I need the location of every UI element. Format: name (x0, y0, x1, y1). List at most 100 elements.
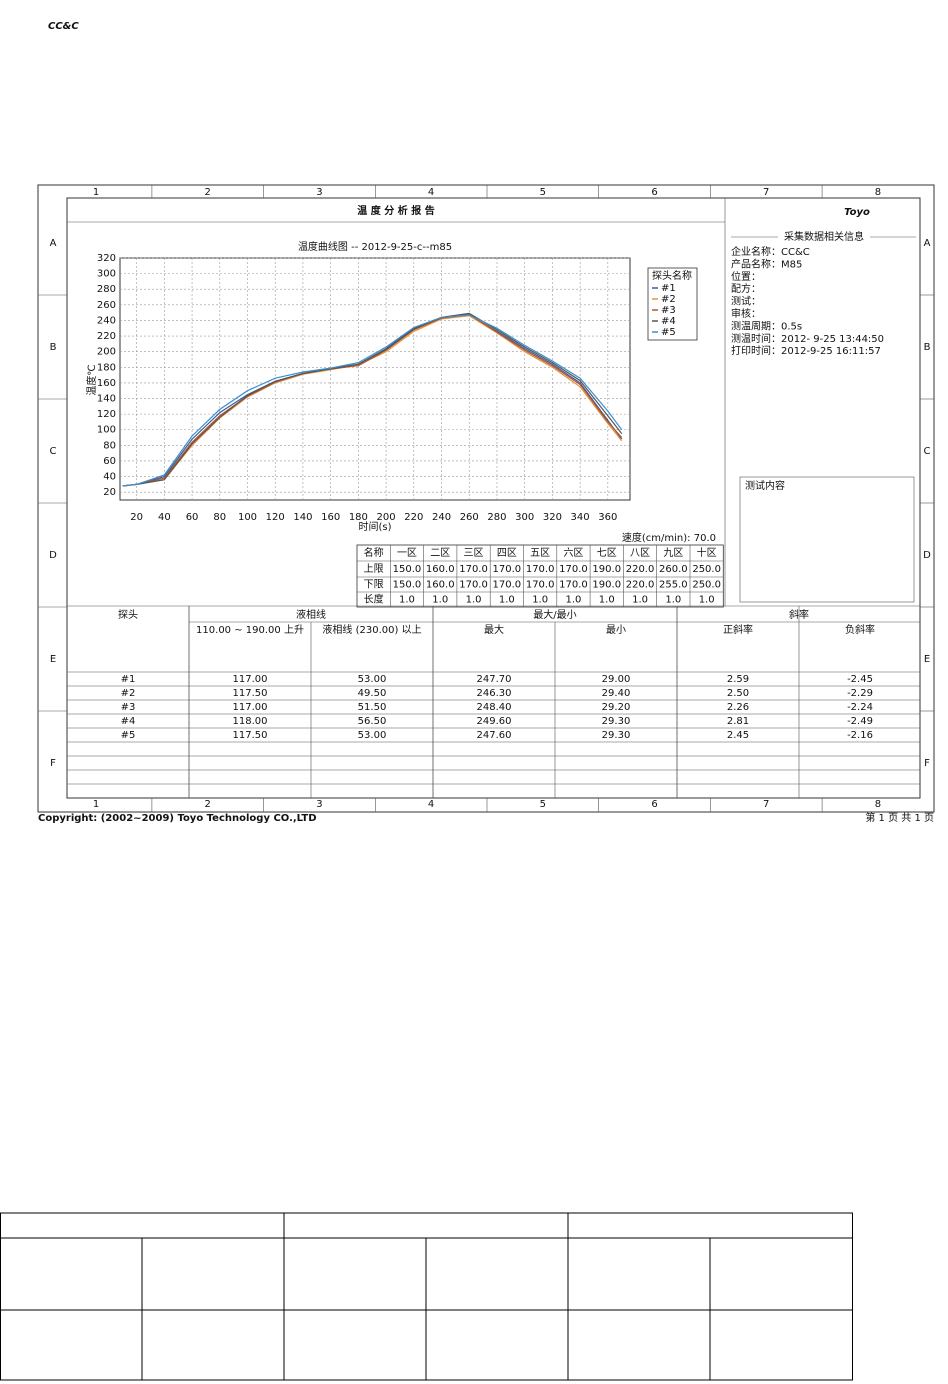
table-subheader: 最小 (606, 624, 626, 636)
column-label: 8 (875, 187, 881, 198)
table-cell: 53.00 (358, 674, 387, 685)
zone-cell: 220.0 (626, 580, 655, 591)
row-label: F (924, 758, 930, 769)
table-cell: -2.24 (847, 702, 873, 713)
column-label: 1 (93, 187, 99, 198)
zone-header: 二区 (430, 547, 450, 559)
x-tick-label: 340 (571, 512, 590, 523)
column-label: 4 (428, 187, 434, 198)
info-field: 配方： (731, 282, 761, 295)
zone-cell: 1.0 (665, 595, 681, 606)
table-cell: #1 (121, 674, 136, 685)
x-tick-label: 180 (349, 512, 368, 523)
zone-cell: 190.0 (592, 564, 621, 575)
zone-cell: 1.0 (466, 595, 482, 606)
row-label: C (50, 446, 57, 457)
table-cell: 249.60 (477, 716, 512, 727)
legend-label: #5 (661, 327, 676, 338)
column-label: 6 (651, 799, 657, 810)
zone-cell: 1.0 (699, 595, 715, 606)
zone-cell: 150.0 (393, 564, 422, 575)
table-cell: 29.30 (602, 716, 631, 727)
y-tick-label: 60 (103, 456, 116, 467)
table-cell: 117.50 (233, 688, 268, 699)
table-cell: 56.50 (358, 716, 387, 727)
zone-cell: 255.0 (659, 580, 688, 591)
zone-cell: 260.0 (659, 564, 688, 575)
zone-header: 九区 (663, 547, 683, 559)
zone-cell: 170.0 (459, 564, 488, 575)
page-number: 第 1 页 共 1 页 (865, 811, 934, 824)
table-subheader: 110.00 ~ 190.00 上升 (196, 624, 304, 636)
y-tick-label: 180 (97, 362, 116, 373)
table-header: 最大/最小 (533, 608, 576, 621)
zone-cell: 160.0 (426, 580, 455, 591)
x-tick-label: 160 (321, 512, 340, 523)
info-field: 产品名称：M85 (731, 257, 802, 270)
chart-title: 温度曲线图 -- 2012-9-25-c--m85 (298, 240, 452, 253)
table-cell: #5 (121, 730, 136, 741)
table-subheader: 正斜率 (723, 623, 753, 636)
zone-cell: 250.0 (692, 564, 721, 575)
column-label: 7 (763, 187, 769, 198)
y-tick-label: 140 (97, 394, 116, 405)
zone-header: 八区 (630, 547, 650, 559)
zone-header: 七区 (597, 547, 617, 559)
x-tick-label: 20 (130, 512, 143, 523)
empty-table (0, 1212, 853, 1381)
row-label: E (924, 654, 930, 665)
test-box (739, 476, 915, 603)
zone-cell: 1.0 (532, 595, 548, 606)
y-tick-label: 160 (97, 378, 116, 389)
column-label: 8 (875, 799, 881, 810)
column-label: 1 (93, 799, 99, 810)
y-tick-label: 20 (103, 487, 116, 498)
table-cell: -2.16 (847, 730, 873, 741)
legend-label: #3 (661, 305, 676, 316)
series-line (122, 315, 623, 487)
x-tick-label: 80 (213, 512, 226, 523)
zone-cell: 250.0 (692, 580, 721, 591)
table-header: 斜率 (789, 608, 809, 621)
column-label: 7 (763, 799, 769, 810)
zone-cell: 160.0 (426, 564, 455, 575)
zone-cell: 长度 (364, 593, 384, 606)
plot-area (119, 257, 631, 501)
x-tick-label: 260 (460, 512, 479, 523)
legend-label: #2 (661, 294, 676, 305)
zone-cell: 1.0 (632, 595, 648, 606)
row-label: D (49, 550, 57, 561)
y-tick-label: 280 (97, 284, 116, 295)
x-tick-label: 360 (598, 512, 617, 523)
x-axis-label: 时间(s) (358, 520, 391, 533)
row-label: D (923, 550, 931, 561)
zone-header: 十区 (697, 546, 717, 559)
row-label: E (50, 654, 56, 665)
y-tick-label: 300 (97, 269, 116, 280)
info-field: 企业名称：CC&C (731, 245, 810, 258)
table-subheader: 负斜率 (845, 623, 875, 636)
info-field: 打印时间：2012-9-25 16:11:57 (731, 344, 881, 357)
report-title: 温 度 分 析 报 告 (357, 204, 434, 217)
zone-cell: 170.0 (559, 564, 588, 575)
table-cell: 247.70 (477, 674, 512, 685)
column-label: 4 (428, 799, 434, 810)
inner-frame (66, 197, 921, 799)
x-tick-label: 200 (377, 512, 396, 523)
zone-header: 一区 (397, 547, 417, 559)
table-cell: 247.60 (477, 730, 512, 741)
copyright: Copyright: (2002~2009) Toyo Technology C… (38, 813, 317, 824)
zone-cell: 170.0 (459, 580, 488, 591)
table-header: 液相线 (296, 608, 326, 621)
row-label: B (924, 342, 931, 353)
zone-cell: 170.0 (493, 564, 522, 575)
y-axis-label: 温度℃ (85, 364, 98, 395)
x-tick-label: 120 (266, 512, 285, 523)
legend-label: #4 (661, 316, 676, 327)
table-cell: -2.45 (847, 674, 873, 685)
zone-cell: 1.0 (565, 595, 581, 606)
y-tick-label: 200 (97, 347, 116, 358)
table-subheader: 液相线 (230.00) 以上 (322, 623, 421, 636)
table-cell: 29.30 (602, 730, 631, 741)
